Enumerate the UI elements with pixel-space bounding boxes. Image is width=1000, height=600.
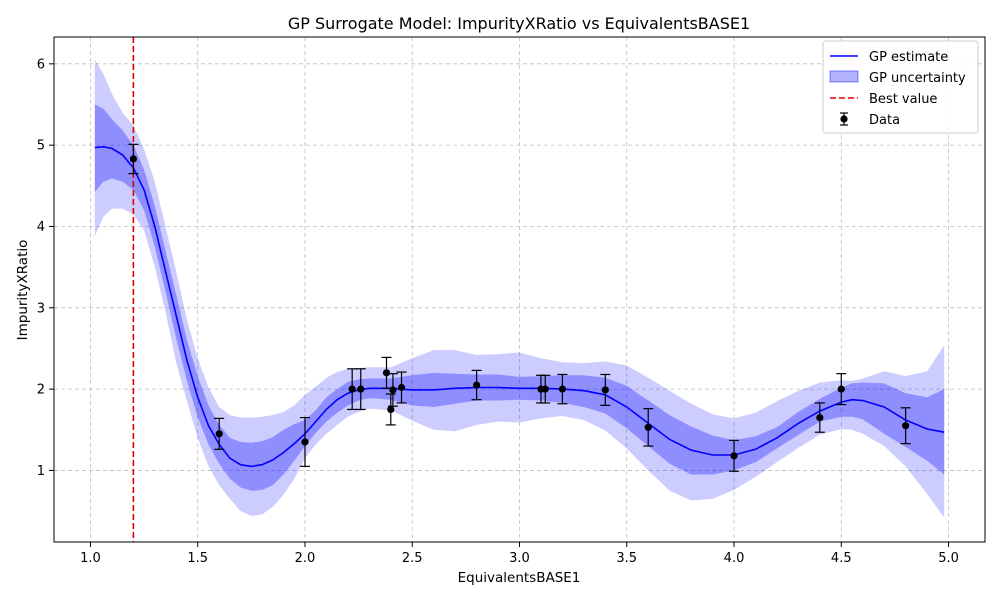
- data-point: [387, 405, 395, 414]
- y-tick-label: 6: [37, 57, 45, 72]
- y-axis-label: ImpurityXRatio: [15, 240, 31, 341]
- x-tick-label: 2.5: [402, 551, 423, 566]
- data-point: [816, 413, 824, 422]
- data-point: [357, 385, 365, 393]
- data-point: [129, 155, 137, 163]
- x-tick-label: 5.0: [938, 551, 959, 566]
- y-tick-label: 3: [37, 301, 45, 316]
- data-point: [601, 386, 609, 394]
- x-tick-label: 2.0: [295, 551, 316, 566]
- data-point: [215, 430, 223, 438]
- chart-title: GP Surrogate Model: ImpurityXRatio vs Eq…: [288, 14, 750, 33]
- data-point: [348, 385, 356, 393]
- x-tick-label: 3.0: [509, 551, 530, 566]
- x-tick-label: 1.0: [80, 551, 101, 566]
- x-axis-label: EquivalentsBASE1: [458, 570, 581, 586]
- data-points: [128, 143, 911, 472]
- uncertainty-bands: [94, 59, 945, 518]
- legend-gp-estimate-label: GP estimate: [869, 50, 948, 65]
- data-point: [301, 438, 309, 446]
- legend-data-label: Data: [869, 113, 900, 128]
- x-tick-label: 4.0: [724, 551, 745, 566]
- data-point: [730, 452, 738, 460]
- y-tick-label: 2: [37, 383, 45, 398]
- legend-gp-uncertainty-label: GP uncertainty: [869, 71, 966, 86]
- legend: GP estimate GP uncertainty Best value Da…: [822, 40, 979, 134]
- x-tick-label: 1.5: [187, 551, 208, 566]
- gp-uncertainty-outer-band: [94, 59, 945, 518]
- data-point: [837, 385, 845, 393]
- axis-ticks: 1.0 1.5 2.0 2.5 3.0 3.5 4.0 4.5 5.0 1 2 3 4 5 6: [37, 57, 959, 566]
- data-point: [558, 385, 567, 393]
- data-point: [382, 369, 391, 377]
- y-tick-label: 1: [37, 464, 45, 479]
- legend-data-marker: [840, 115, 848, 123]
- data-point: [541, 385, 549, 393]
- data-point: [472, 381, 481, 389]
- y-tick-label: 4: [37, 220, 45, 235]
- data-point: [397, 383, 406, 392]
- data-point: [389, 386, 397, 394]
- x-tick-label: 4.5: [831, 551, 852, 566]
- legend-gp-uncertainty-swatch: [829, 70, 859, 83]
- y-tick-label: 5: [37, 139, 45, 154]
- x-tick-label: 3.5: [616, 551, 637, 566]
- data-point: [644, 423, 652, 431]
- legend-best-value-label: Best value: [869, 92, 937, 107]
- data-point: [902, 422, 910, 430]
- legend-box: [822, 40, 979, 134]
